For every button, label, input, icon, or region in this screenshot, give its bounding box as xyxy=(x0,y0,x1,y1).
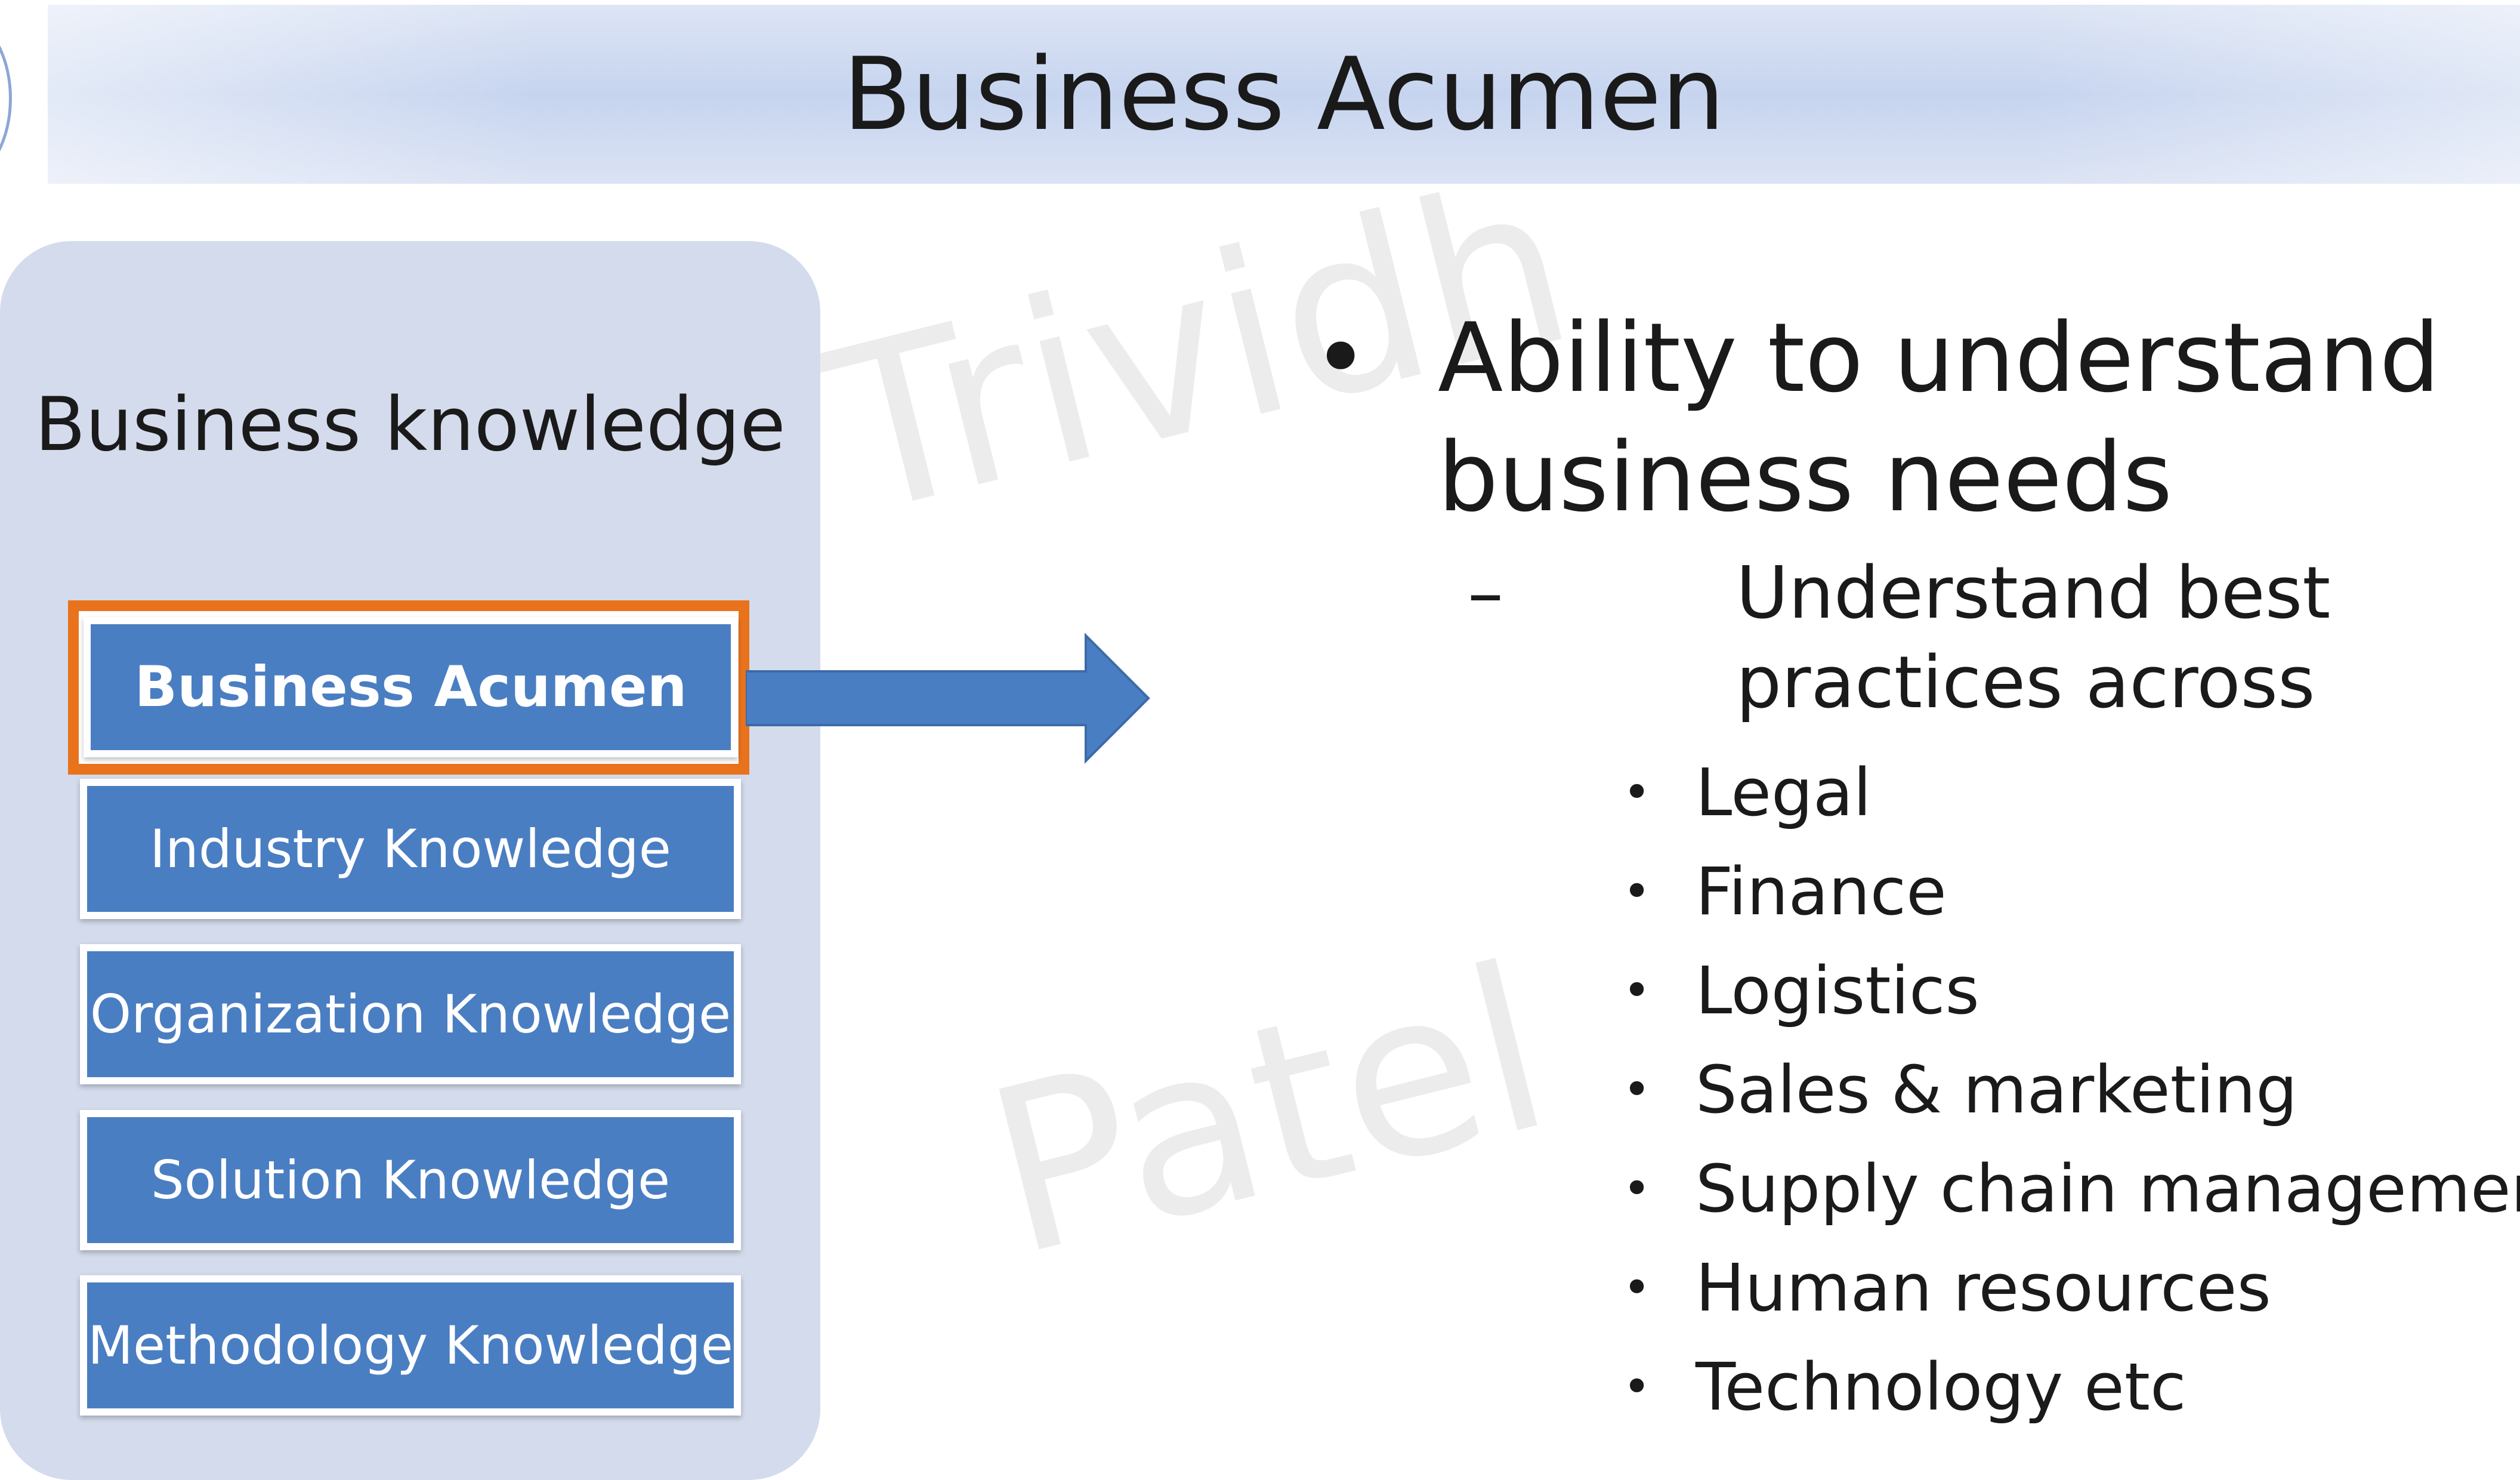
knowledge-box-solution: Solution Knowledge xyxy=(80,1110,741,1250)
edge-circle-decoration xyxy=(0,12,12,185)
bullet-marker: • xyxy=(1623,864,1651,919)
list-item: • Supply chain management xyxy=(1623,1139,2520,1238)
title-band xyxy=(48,5,2520,184)
watermark-text-2: Patel xyxy=(966,915,1571,1307)
list-item-text: Human resources xyxy=(1696,1250,2271,1326)
list-item-text: Technology etc xyxy=(1696,1349,2187,1425)
list-item: • Sales & marketing xyxy=(1623,1040,2518,1139)
list-item: • Logistics xyxy=(1623,941,2518,1040)
bullet-marker: • xyxy=(1623,963,1651,1018)
list-item-text: Sales & marketing xyxy=(1696,1052,2297,1128)
list-item-text: Supply chain management xyxy=(1696,1151,2520,1227)
bullet-marker: • xyxy=(1623,1260,1651,1315)
knowledge-box-business-acumen: Business Acumen xyxy=(84,617,738,757)
list-item: • Finance xyxy=(1623,842,2518,941)
bullet-marker: • xyxy=(1623,1062,1651,1117)
knowledge-box-organization: Organization Knowledge xyxy=(80,944,741,1084)
slide-title: Business Acumen xyxy=(842,36,1725,153)
sub-point-text: Understand best practices across xyxy=(1736,552,2331,724)
bullet-marker: • xyxy=(1623,1359,1651,1414)
main-point-text: Ability to understand business needs xyxy=(1438,302,2440,533)
knowledge-box-industry: Industry Knowledge xyxy=(80,779,741,919)
knowledge-box-methodology: Methodology Knowledge xyxy=(80,1275,741,1416)
bullet-marker: • xyxy=(1312,302,1369,414)
right-arrow xyxy=(746,633,1150,764)
panel-label: Business knowledge xyxy=(35,382,786,468)
bullet-marker: • xyxy=(1623,1161,1651,1216)
dash-marker: – xyxy=(1468,552,1503,635)
list-item-text: Legal xyxy=(1696,754,1872,831)
bullet-marker: • xyxy=(1623,764,1651,820)
list-item: • Human resources xyxy=(1623,1238,2518,1337)
list-item-text: Finance xyxy=(1696,853,1947,930)
areas-list: • Legal • Finance • Logistics • Sales & … xyxy=(1623,743,2520,1436)
arrow-shape xyxy=(746,633,1150,764)
list-item: • Technology etc xyxy=(1623,1337,2518,1436)
list-item: • Legal xyxy=(1623,743,2518,842)
list-item-text: Logistics xyxy=(1696,952,1979,1029)
